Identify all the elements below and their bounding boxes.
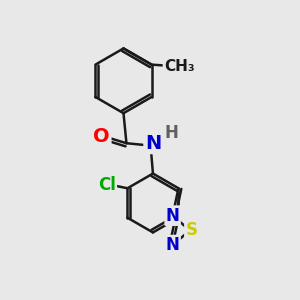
Text: Cl: Cl xyxy=(98,176,116,194)
Text: N: N xyxy=(166,236,180,254)
Text: H: H xyxy=(165,124,179,142)
Text: O: O xyxy=(93,127,110,146)
Text: CH₃: CH₃ xyxy=(164,58,194,74)
Text: N: N xyxy=(145,134,161,153)
Text: N: N xyxy=(166,207,180,225)
Text: S: S xyxy=(185,221,197,239)
